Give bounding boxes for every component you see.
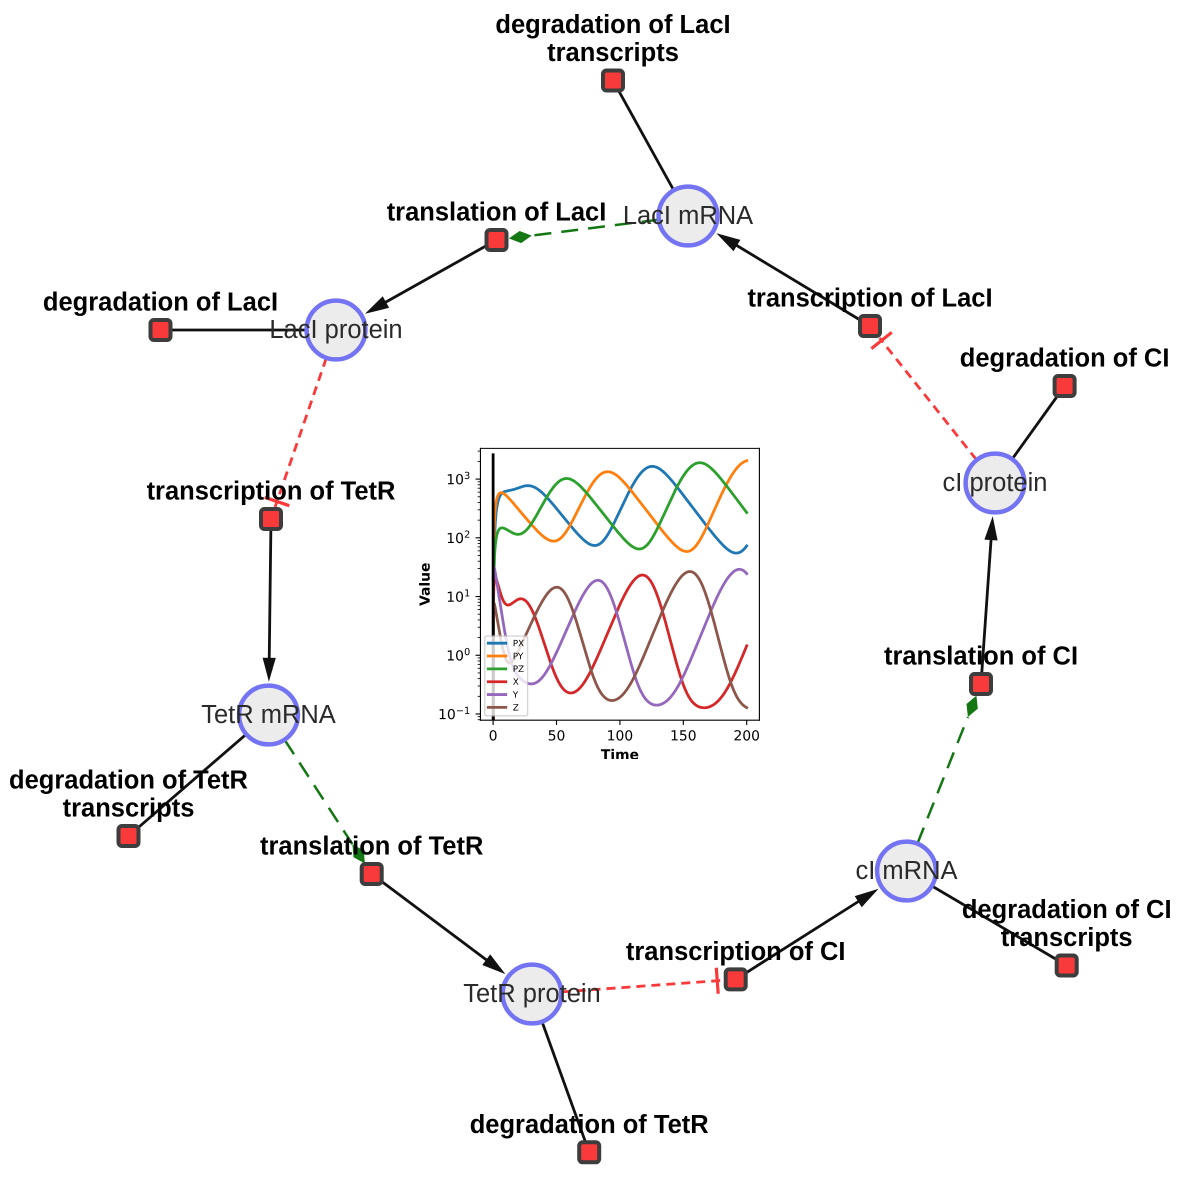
svg-text:LacI protein: LacI protein [269,316,402,344]
svg-text:degradation of CI: degradation of CI [960,345,1170,373]
svg-text:degradation of LacI: degradation of LacI [43,289,278,317]
svg-text:translation of LacI: translation of LacI [387,199,607,227]
svg-text:transcription of TetR: transcription of TetR [147,478,396,506]
svg-text:cI mRNA: cI mRNA [856,857,958,885]
svg-text:degradation of LacI: degradation of LacI [495,11,730,39]
svg-text:cI protein: cI protein [943,469,1048,497]
svg-text:TetR mRNA: TetR mRNA [201,701,336,729]
svg-text:degradation of TetR: degradation of TetR [470,1111,709,1139]
svg-text:transcription of LacI: transcription of LacI [747,285,992,313]
svg-text:LacI mRNA: LacI mRNA [623,202,753,230]
svg-text:translation of CI: translation of CI [884,643,1078,671]
svg-text:degradation of TetR: degradation of TetR [9,767,248,795]
svg-text:transcription of CI: transcription of CI [626,938,846,966]
svg-text:transcripts: transcripts [547,39,679,67]
svg-text:transcripts: transcripts [63,795,195,823]
svg-text:transcripts: transcripts [1001,924,1133,952]
svg-text:translation of TetR: translation of TetR [260,833,483,861]
svg-text:degradation of CI: degradation of CI [962,896,1172,924]
svg-text:TetR protein: TetR protein [463,980,601,1008]
